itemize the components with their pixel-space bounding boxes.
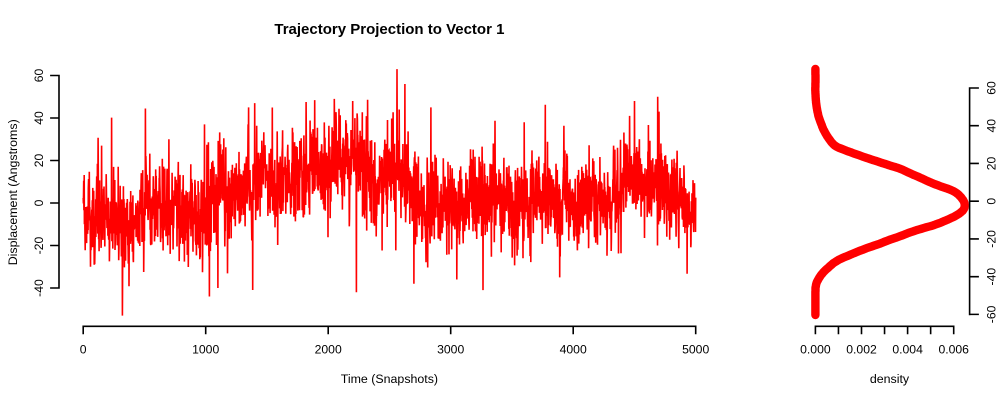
svg-text:-20: -20	[985, 230, 999, 248]
svg-text:-20: -20	[32, 236, 46, 254]
svg-text:3000: 3000	[437, 342, 464, 356]
svg-text:0: 0	[32, 199, 46, 206]
svg-text:1000: 1000	[192, 342, 219, 356]
svg-text:20: 20	[985, 156, 999, 170]
svg-text:Trajectory Projection to Vecto: Trajectory Projection to Vector 1	[274, 21, 504, 38]
svg-text:Displacement (Angstroms): Displacement (Angstroms)	[6, 119, 20, 265]
svg-text:-40: -40	[32, 279, 46, 297]
svg-text:0.002: 0.002	[846, 342, 877, 356]
svg-text:0: 0	[80, 342, 87, 356]
svg-text:4000: 4000	[560, 342, 587, 356]
svg-text:20: 20	[32, 154, 46, 168]
svg-text:5000: 5000	[682, 342, 709, 356]
svg-text:-60: -60	[985, 305, 999, 323]
svg-text:0.000: 0.000	[800, 342, 831, 356]
svg-text:0.006: 0.006	[938, 342, 969, 356]
svg-text:60: 60	[32, 69, 46, 83]
svg-text:density: density	[870, 372, 910, 386]
svg-text:0: 0	[985, 198, 999, 205]
svg-text:40: 40	[985, 119, 999, 133]
svg-text:-40: -40	[985, 268, 999, 286]
svg-text:60: 60	[985, 81, 999, 95]
svg-text:0.004: 0.004	[892, 342, 923, 356]
svg-text:2000: 2000	[315, 342, 342, 356]
svg-text:40: 40	[32, 111, 46, 125]
svg-text:Time (Snapshots): Time (Snapshots)	[341, 372, 438, 386]
